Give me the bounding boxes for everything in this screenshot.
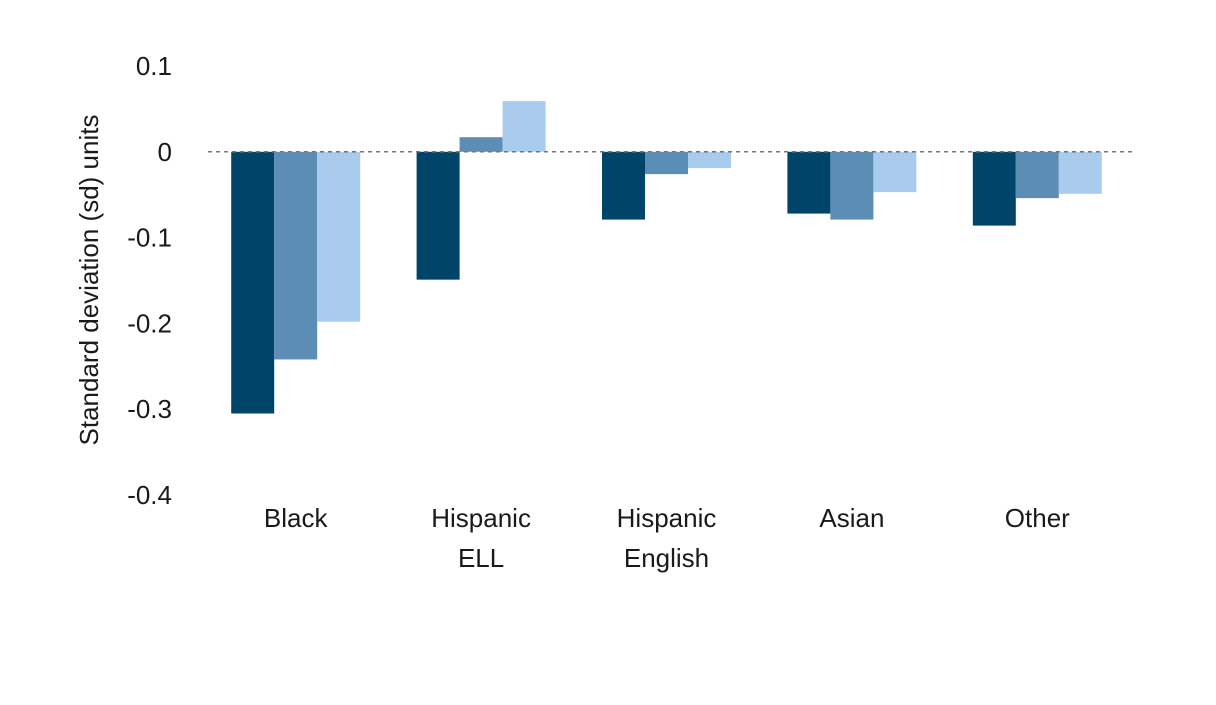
category-label: Other: [1005, 503, 1070, 533]
bar-series-1: [416, 151, 460, 280]
bar-series-2: [1015, 151, 1059, 199]
y-tick-label: -0.3: [127, 394, 172, 424]
bar-series-2: [274, 151, 318, 360]
bar-series-1: [231, 151, 275, 414]
y-tick-label: 0.1: [136, 51, 172, 81]
bar-series-2: [645, 151, 688, 175]
category-label: English: [624, 543, 709, 573]
bar-series-3: [317, 151, 361, 322]
bar-series-1: [787, 151, 831, 214]
y-axis-label: Standard deviation (sd) units: [74, 115, 104, 446]
bar-series-3: [502, 101, 546, 152]
category-label: ELL: [458, 543, 504, 573]
bar-series-3: [1058, 151, 1102, 194]
y-tick-label: -0.1: [127, 223, 172, 253]
bar-series-1: [602, 151, 645, 220]
category-label: Hispanic: [617, 503, 717, 533]
bar-series-3: [873, 151, 917, 193]
category-label: Asian: [819, 503, 884, 533]
bar-series-3: [688, 151, 731, 169]
bar-series-2: [459, 137, 503, 152]
category-label: Black: [264, 503, 329, 533]
y-tick-label: 0: [158, 137, 172, 167]
bar-series-2: [830, 151, 874, 220]
category-label: Hispanic: [431, 503, 531, 533]
y-tick-label: -0.2: [127, 308, 172, 338]
bar-series-1: [972, 151, 1016, 226]
y-tick-label: -0.4: [127, 480, 172, 510]
